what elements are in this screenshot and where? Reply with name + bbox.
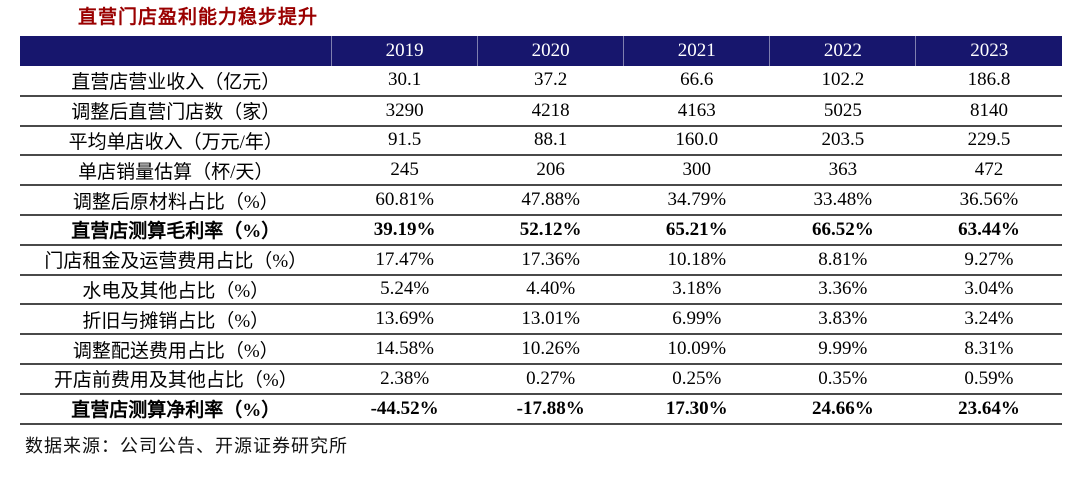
row-label: 门店租金及运营费用占比（%） <box>20 244 332 276</box>
cell-value: 10.09% <box>623 334 770 365</box>
cell-value: 0.59% <box>915 363 1062 395</box>
cell-value: 17.30% <box>623 393 770 425</box>
cell-value: 17.47% <box>331 244 478 276</box>
table-body: 直营店营业收入（亿元） 30.1 37.2 66.6 102.2 186.8 调整后直营门店… <box>20 66 1062 425</box>
cell-value: 8140 <box>915 95 1062 127</box>
column-header-year: 2019 <box>331 36 478 66</box>
cell-value: 6.99% <box>623 304 770 336</box>
table-header-row: 2019 2020 2021 2022 2023 <box>20 36 1062 66</box>
cell-value: 4218 <box>477 95 624 127</box>
table-row: 平均单店收入（万元/年） 91.5 88.1 160.0 203.5 229.5 <box>20 125 1062 157</box>
row-label: 直营店测算净利率（%） <box>20 393 332 425</box>
table-row: 调整配送费用占比（%） 14.58% 10.26% 10.09% 9.99% 8.31% <box>20 334 1062 365</box>
table-row: 折旧与摊销占比（%） 13.69% 13.01% 6.99% 3.83% 3.24% <box>20 304 1062 336</box>
cell-value: 3.24% <box>915 304 1062 336</box>
cell-value: 4.40% <box>477 274 624 306</box>
cell-value: 91.5 <box>331 125 478 157</box>
table-row: 调整后直营门店数（家） 3290 4218 4163 5025 8140 <box>20 95 1062 127</box>
cell-value: 472 <box>915 155 1062 187</box>
cell-value: 66.6 <box>623 66 770 97</box>
cell-value: 10.18% <box>623 244 770 276</box>
cell-value: 0.25% <box>623 363 770 395</box>
cell-value: 363 <box>769 155 916 187</box>
cell-value: 300 <box>623 155 770 187</box>
cell-value: 3.83% <box>769 304 916 336</box>
cell-value: 14.58% <box>331 334 478 365</box>
cell-value: 8.31% <box>915 334 1062 365</box>
cell-value: 102.2 <box>769 66 916 97</box>
cell-value: 60.81% <box>331 185 478 216</box>
table-row: 直营店营业收入（亿元） 30.1 37.2 66.6 102.2 186.8 <box>20 66 1062 97</box>
column-header-empty <box>20 36 332 66</box>
cell-value: 30.1 <box>331 66 478 97</box>
cell-value: 52.12% <box>477 214 624 246</box>
cell-value: 160.0 <box>623 125 770 157</box>
row-label: 调整后原材料占比（%） <box>20 185 332 216</box>
column-header-year: 2023 <box>915 36 1062 66</box>
cell-value: 4163 <box>623 95 770 127</box>
cell-value: 13.01% <box>477 304 624 336</box>
cell-value: 229.5 <box>915 125 1062 157</box>
row-label: 调整配送费用占比（%） <box>20 334 332 365</box>
row-label: 单店销量估算（杯/天） <box>20 155 332 187</box>
row-label: 平均单店收入（万元/年） <box>20 125 332 157</box>
cell-value: 23.64% <box>915 393 1062 425</box>
cell-value: 3.18% <box>623 274 770 306</box>
row-label: 折旧与摊销占比（%） <box>20 304 332 336</box>
table-row: 开店前费用及其他占比（%） 2.38% 0.27% 0.25% 0.35% 0.59% <box>20 363 1062 395</box>
cell-value: 2.38% <box>331 363 478 395</box>
cell-value: 203.5 <box>769 125 916 157</box>
cell-value: 37.2 <box>477 66 624 97</box>
table-header: 2019 2020 2021 2022 2023 <box>20 36 1062 66</box>
cell-value: 5025 <box>769 95 916 127</box>
cell-value: 10.26% <box>477 334 624 365</box>
cell-value: 34.79% <box>623 185 770 216</box>
figure-title: 直营门店盈利能力稳步提升 <box>78 7 319 28</box>
cell-value: 186.8 <box>915 66 1062 97</box>
cell-value: 0.27% <box>477 363 624 395</box>
cell-value: 24.66% <box>769 393 916 425</box>
cell-value: 65.21% <box>623 214 770 246</box>
cell-value: -17.88% <box>477 393 624 425</box>
cell-value: 3290 <box>331 95 478 127</box>
cell-value: 9.27% <box>915 244 1062 276</box>
column-header-year: 2020 <box>477 36 624 66</box>
row-label: 调整后直营门店数（家） <box>20 95 332 127</box>
cell-value: 0.35% <box>769 363 916 395</box>
cell-value: 63.44% <box>915 214 1062 246</box>
cell-value: 5.24% <box>331 274 478 306</box>
cell-value: 36.56% <box>915 185 1062 216</box>
data-table: 2019 2020 2021 2022 2023 直营店营业收入（亿元） 30.1 37.2… <box>20 36 1062 425</box>
source-note: 数据来源：公司公告、开源证券研究所 <box>25 435 348 456</box>
cell-value: 3.36% <box>769 274 916 306</box>
cell-value: 47.88% <box>477 185 624 216</box>
column-header-year: 2021 <box>623 36 770 66</box>
table-row: 直营店测算毛利率（%） 39.19% 52.12% 65.21% 66.52% 63.44… <box>20 214 1062 246</box>
row-label: 开店前费用及其他占比（%） <box>20 363 332 395</box>
cell-value: 39.19% <box>331 214 478 246</box>
cell-value: -44.52% <box>331 393 478 425</box>
row-label: 水电及其他占比（%） <box>20 274 332 306</box>
cell-value: 8.81% <box>769 244 916 276</box>
table-row: 单店销量估算（杯/天） 245 206 300 363 472 <box>20 155 1062 187</box>
cell-value: 3.04% <box>915 274 1062 306</box>
cell-value: 13.69% <box>331 304 478 336</box>
table-row: 直营店测算净利率（%） -44.52% -17.88% 17.30% 24.66% 23.… <box>20 393 1062 425</box>
cell-value: 9.99% <box>769 334 916 365</box>
cell-value: 88.1 <box>477 125 624 157</box>
cell-value: 17.36% <box>477 244 624 276</box>
cell-value: 66.52% <box>769 214 916 246</box>
row-label: 直营店营业收入（亿元） <box>20 66 332 97</box>
table-row: 调整后原材料占比（%） 60.81% 47.88% 34.79% 33.48% 36.56… <box>20 185 1062 216</box>
cell-value: 206 <box>477 155 624 187</box>
cell-value: 33.48% <box>769 185 916 216</box>
row-label: 直营店测算毛利率（%） <box>20 214 332 246</box>
table-row: 水电及其他占比（%） 5.24% 4.40% 3.18% 3.36% 3.04% <box>20 274 1062 306</box>
table-row: 门店租金及运营费用占比（%） 17.47% 17.36% 10.18% 8.81% 9.2… <box>20 244 1062 276</box>
cell-value: 245 <box>331 155 478 187</box>
column-header-year: 2022 <box>769 36 916 66</box>
